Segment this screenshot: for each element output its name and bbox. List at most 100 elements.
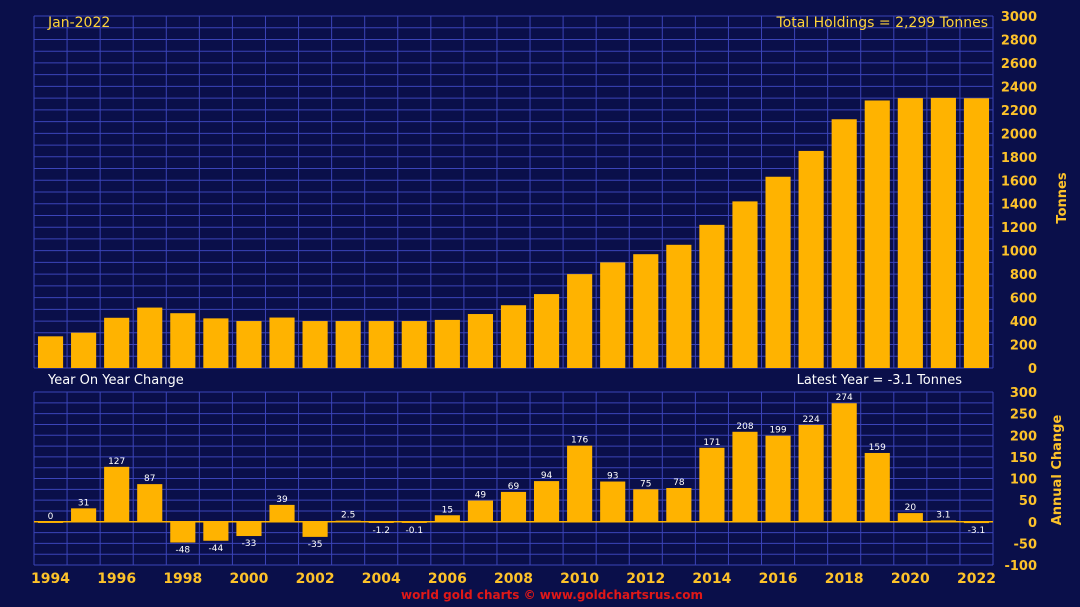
grid — [33, 15, 994, 566]
change-data-label: 75 — [640, 479, 651, 489]
holdings-bar-2006 — [434, 319, 460, 368]
change-bar-1996 — [104, 466, 130, 522]
change-bar-2011 — [600, 481, 626, 522]
y-tick-label: 0 — [1028, 362, 1037, 377]
x-tick-label: 2008 — [494, 571, 533, 587]
change-data-label: -0.1 — [406, 526, 424, 536]
bottom-title: Year On Year Change — [47, 373, 184, 388]
change-data-label: 3.1 — [936, 510, 950, 520]
x-tick-label: 2014 — [692, 571, 731, 587]
change-bar-2001 — [269, 504, 295, 522]
x-tick-label: 1994 — [31, 571, 70, 587]
y-tick-label: 800 — [1010, 268, 1037, 283]
x-tick-label: 1996 — [97, 571, 136, 587]
x-tick-label: 2018 — [825, 571, 864, 587]
holdings-bar-2022 — [963, 98, 990, 368]
holdings-bar-2016 — [765, 176, 791, 368]
holdings-bar-2008 — [500, 305, 527, 368]
bars — [37, 97, 990, 543]
y-tick-label: 200 — [1010, 339, 1037, 354]
change-data-label: 94 — [541, 471, 553, 481]
holdings-bar-2004 — [368, 321, 394, 368]
change-data-label: -3.1 — [968, 526, 986, 536]
x-tick-label: 2004 — [362, 571, 401, 587]
y-tick-label: -50 — [1014, 537, 1038, 552]
change-bar-2008 — [500, 491, 527, 522]
holdings-bar-2000 — [236, 321, 262, 368]
change-data-label: -35 — [308, 540, 323, 550]
change-data-label: 20 — [905, 503, 917, 513]
holdings-bar-2021 — [930, 97, 956, 368]
change-bar-2014 — [699, 447, 725, 522]
x-tick-label: 2016 — [759, 571, 798, 587]
footer-credit: world gold charts © www.goldchartsrus.co… — [401, 588, 703, 602]
holdings-bar-2015 — [732, 201, 758, 368]
holdings-bar-2010 — [567, 274, 593, 368]
change-bar-2020 — [897, 513, 923, 522]
change-bar-2019 — [864, 452, 890, 522]
top-title: Jan-2022 — [47, 15, 110, 31]
y-tick-label: 400 — [1010, 315, 1037, 330]
x-tick-label: 2002 — [296, 571, 335, 587]
change-bar-2021 — [930, 520, 956, 522]
bottom-annotation: Latest Year = -3.1 Tonnes — [797, 373, 963, 388]
change-bar-1999 — [203, 521, 229, 541]
change-data-label: 199 — [769, 426, 786, 436]
holdings-bar-2019 — [864, 100, 890, 368]
change-bar-2018 — [831, 403, 857, 522]
holdings-bar-2018 — [831, 119, 857, 369]
x-tick-label: 2012 — [626, 571, 665, 587]
change-data-label: 127 — [108, 457, 125, 467]
change-bar-1998 — [170, 521, 196, 543]
holdings-bar-2020 — [897, 98, 923, 368]
y-tick-label: 2200 — [1001, 104, 1037, 119]
x-tick-label: 2000 — [229, 571, 268, 587]
change-bar-2005 — [401, 521, 427, 523]
holdings-bar-1999 — [203, 318, 229, 368]
holdings-bar-2012 — [633, 254, 659, 368]
holdings-bar-1997 — [137, 307, 163, 368]
change-bar-2006 — [434, 515, 460, 522]
change-data-label: 0 — [48, 512, 54, 522]
change-bar-2004 — [368, 521, 394, 523]
change-data-label: 15 — [442, 505, 453, 515]
holdings-bar-2005 — [401, 321, 427, 368]
change-bar-1997 — [137, 484, 163, 522]
change-bar-2007 — [467, 500, 493, 522]
y-tick-label: 0 — [1028, 516, 1037, 531]
holdings-bar-2009 — [534, 294, 560, 368]
change-data-label: 171 — [703, 438, 720, 448]
y-tick-label: 2000 — [1001, 127, 1037, 142]
holdings-bar-2003 — [335, 321, 361, 368]
holdings-bar-2007 — [467, 314, 493, 368]
y-tick-label: 200 — [1010, 429, 1037, 444]
y-tick-label: 300 — [1010, 386, 1037, 401]
change-data-label: 78 — [673, 478, 685, 488]
change-data-label: -1.2 — [372, 526, 390, 536]
top-annotation: Total Holdings = 2,299 Tonnes — [775, 15, 988, 31]
change-data-label: 159 — [869, 443, 886, 453]
change-data-label: 39 — [276, 495, 288, 505]
labels: Jan-2022 Total Holdings = 2,299 Tonnes Y… — [31, 10, 1070, 602]
change-data-label: 224 — [803, 415, 820, 425]
y-tick-label: 2400 — [1001, 80, 1037, 95]
top-y-axis-title: Tonnes — [1055, 172, 1070, 223]
holdings-bar-2014 — [699, 224, 725, 368]
holdings-bar-2013 — [666, 244, 692, 368]
holdings-bar-1994 — [37, 336, 64, 368]
change-data-label: -48 — [175, 546, 190, 556]
y-tick-label: 2800 — [1001, 33, 1037, 48]
y-tick-label: -100 — [1004, 559, 1037, 574]
x-tick-label: 2006 — [428, 571, 467, 587]
change-data-label: 69 — [508, 482, 520, 492]
y-tick-label: 1200 — [1001, 221, 1037, 236]
holdings-bar-1996 — [104, 317, 130, 368]
change-bar-2009 — [534, 481, 560, 522]
y-tick-label: 1400 — [1001, 198, 1037, 213]
change-data-label: 274 — [836, 393, 853, 403]
change-bar-2022 — [963, 521, 990, 524]
holdings-bar-1995 — [71, 332, 97, 368]
change-data-label: 49 — [475, 491, 487, 501]
y-tick-label: 250 — [1010, 408, 1037, 423]
holdings-bar-2001 — [269, 317, 295, 368]
